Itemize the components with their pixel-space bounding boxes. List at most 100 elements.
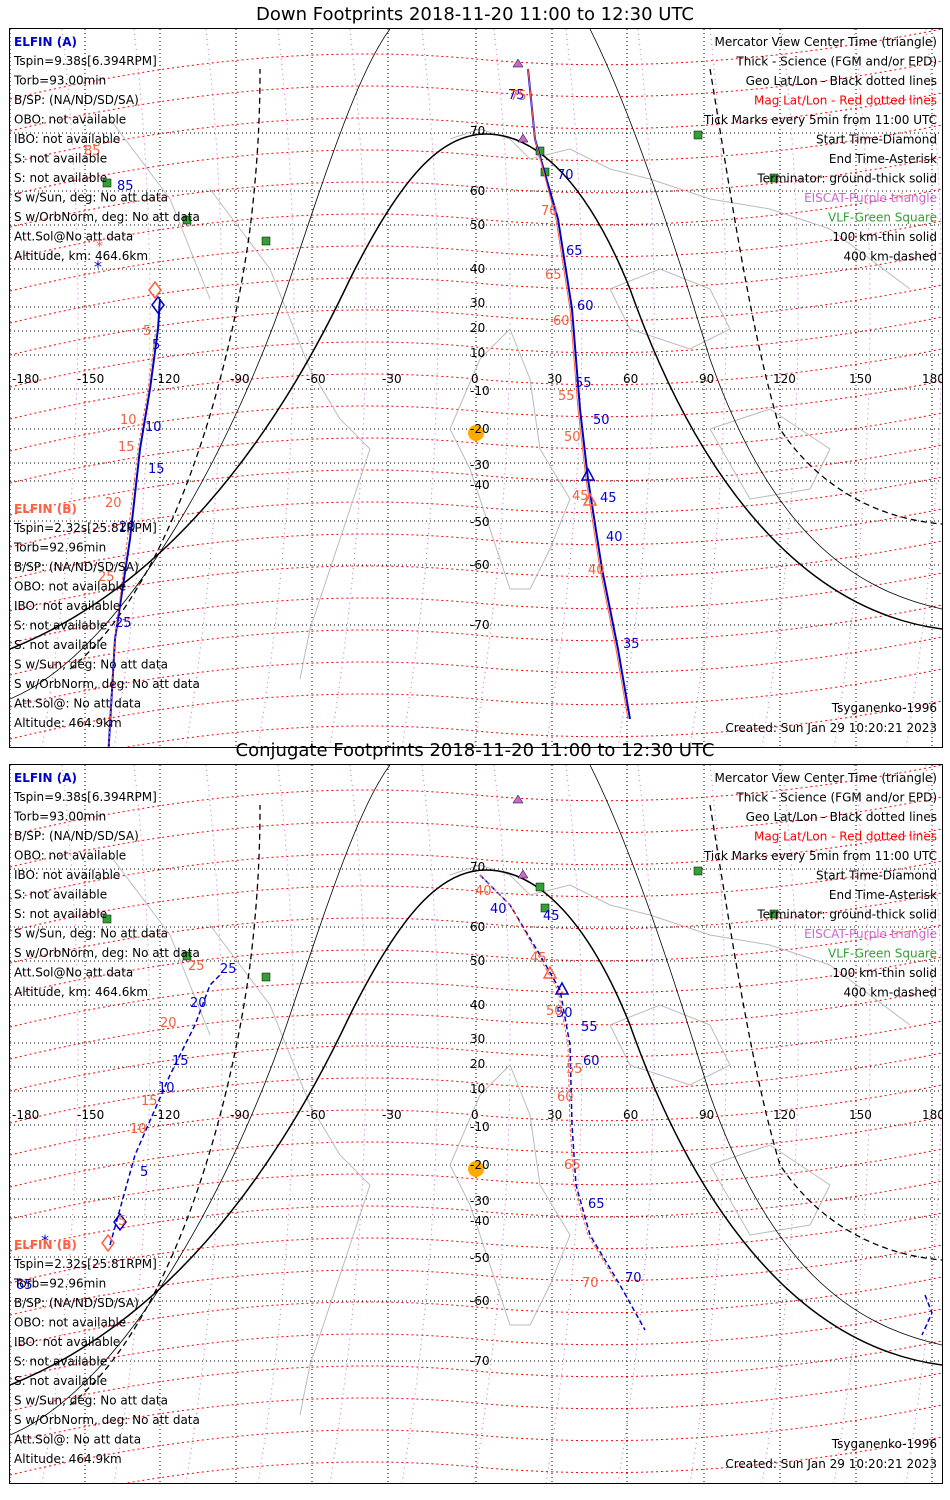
- elfin-b-info-line: S w/OrbNorm, deg: No att data: [14, 1413, 200, 1427]
- mag-lon-line: [185, 29, 223, 747]
- lon-label: 120: [773, 1108, 796, 1122]
- elfin-b-track: [527, 68, 629, 720]
- tick-label-elfin-b: 45: [530, 951, 547, 966]
- end-asterisk: *: [41, 1231, 49, 1250]
- lat-label: -50: [470, 515, 490, 529]
- lat-label: 40: [470, 262, 485, 276]
- tick-label-elfin-a: 5: [152, 338, 160, 353]
- tick-label-elfin-a: 15: [148, 462, 165, 477]
- lat-label: 40: [470, 998, 485, 1012]
- mag-lat-line: [10, 476, 942, 548]
- lon-label: 0: [471, 1108, 479, 1122]
- mag-lat-line: [10, 540, 942, 612]
- legend-item: Mag Lat/Lon - Red dotted lines: [754, 94, 937, 108]
- elfin-b-info-line: B/SP: (NA/ND/SD/SA): [14, 560, 139, 574]
- elfin-b-info-line: S: not available: [14, 1374, 107, 1388]
- lat-label: 30: [470, 1032, 485, 1046]
- start-diamond: [101, 1233, 115, 1253]
- coastline: [449, 128, 911, 290]
- vlf-square: [102, 914, 112, 924]
- elfin-b-info-line: IBO: not available: [14, 1335, 120, 1349]
- mag-lon-line: [905, 765, 942, 1483]
- tick-label-elfin-a: 55: [575, 376, 592, 391]
- vlf-square: [182, 215, 192, 225]
- tick-label-elfin-a: 40: [490, 902, 507, 917]
- mag-lon-line: [833, 29, 871, 747]
- mag-lat-line: [10, 220, 942, 292]
- mag-lon-line: [833, 765, 871, 1483]
- elfin-b-title: ELFIN (B): [14, 502, 77, 516]
- tick-label-elfin-b: 75: [510, 89, 527, 104]
- legend-item: Start Time-Diamond: [816, 869, 937, 883]
- coastline: [609, 1004, 731, 1086]
- tick-label-elfin-b: 5: [143, 324, 151, 339]
- lon-label: 30: [547, 1108, 562, 1122]
- tick-label-elfin-a: 65: [566, 244, 583, 259]
- elfin-a-info-line: S: not available: [14, 152, 107, 166]
- elfin-b-info-line: S w/Sun, deg: No att data: [14, 1394, 168, 1408]
- lat-label: -30: [470, 1194, 490, 1208]
- legend-item: End Time-Asterisk: [829, 888, 937, 902]
- elfin-a-track: [109, 974, 221, 1246]
- lon-label: -90: [230, 372, 250, 386]
- vlf-square: [261, 972, 271, 982]
- legend-item: Tick Marks every 5min from 11:00 UTC: [703, 849, 937, 863]
- elfin-a-info-line: Att.Sol@No att data: [14, 966, 133, 980]
- mag-lon-line: [41, 765, 79, 1483]
- lon-label: 90: [699, 372, 714, 386]
- lon-label: 150: [849, 1108, 872, 1122]
- terminator-100km: [10, 29, 391, 700]
- elfin-a-track: [479, 874, 646, 1331]
- mag-lat-line: [10, 412, 942, 484]
- mag-lat-line: [10, 1084, 942, 1156]
- start-diamond: [151, 295, 165, 315]
- tick-label-elfin-a: 50: [593, 413, 610, 428]
- lon-label: -60: [306, 372, 326, 386]
- lon-label: -120: [153, 372, 180, 386]
- mag-lat-line: [10, 1052, 942, 1124]
- mag-lon-line: [329, 765, 367, 1483]
- lon-label: -60: [306, 1108, 326, 1122]
- center-triangle: [580, 467, 596, 481]
- tick-label-elfin-a: 5: [140, 1165, 148, 1180]
- mag-lat-line: [10, 92, 942, 164]
- tick-label-elfin-a: 60: [583, 1054, 600, 1069]
- coastline: [209, 924, 371, 1416]
- elfin-b-info-line: Att.Sol@: No att data: [14, 697, 141, 711]
- lat-label: 10: [470, 1082, 485, 1096]
- elfin-b-info-line: S: not available: [14, 638, 107, 652]
- elfin-b-info-line: Att.Sol@: No att data: [14, 1433, 141, 1447]
- mag-lat-line: [10, 1180, 942, 1252]
- mag-lat-line: [10, 252, 942, 324]
- mag-lon-line: [41, 29, 79, 747]
- elfin-a-track: [527, 68, 631, 720]
- elfin-b-track: [479, 874, 619, 1286]
- tick-label-elfin-a: 85: [117, 179, 134, 194]
- elfin-b-info-line: OBO: not available: [14, 1316, 126, 1330]
- vlf-square: [540, 903, 550, 913]
- terminator-400km: [69, 68, 261, 670]
- legend-item: Terminator: ground-thick solid: [756, 172, 937, 186]
- lat-label: 10: [470, 346, 485, 360]
- vlf-square: [693, 130, 703, 140]
- mag-lat-line: [10, 892, 942, 964]
- lon-label: 0: [471, 372, 479, 386]
- elfin-a-title: ELFIN (A): [14, 35, 77, 49]
- elfin-b-info-line: OBO: not available: [14, 580, 126, 594]
- tick-label-elfin-b: 55: [558, 389, 575, 404]
- vlf-square: [182, 951, 192, 961]
- mag-lon-line: [473, 765, 511, 1483]
- tick-label-elfin-a: 20: [190, 996, 207, 1011]
- center-triangle: [554, 981, 570, 995]
- mag-lat-line: [10, 1404, 942, 1476]
- coastline: [449, 864, 911, 1026]
- lat-label: 70: [470, 860, 485, 874]
- lon-label: 60: [623, 372, 638, 386]
- vlf-square: [535, 882, 545, 892]
- legend-item: Mag Lat/Lon - Red dotted lines: [754, 830, 937, 844]
- start-diamond: [113, 1212, 127, 1232]
- lat-label: 70: [470, 124, 485, 138]
- legend-item: VLF-Green Square: [828, 947, 937, 961]
- lon-label: 180: [922, 1108, 942, 1122]
- mag-lon-line: [113, 765, 151, 1483]
